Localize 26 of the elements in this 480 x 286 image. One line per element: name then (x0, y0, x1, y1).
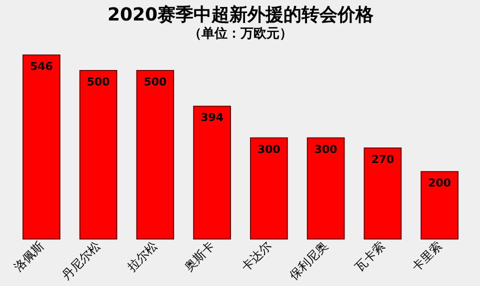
bar (250, 137, 288, 240)
bar (193, 106, 231, 240)
data-label: 200 (428, 176, 452, 190)
x-tick-label: 丹尼尔松 (59, 238, 104, 282)
bar (420, 171, 458, 240)
x-tick-label: 洛佩斯 (11, 238, 46, 274)
x-tick-label: 保利尼奥 (286, 238, 331, 282)
bar (22, 54, 60, 240)
x-tick-label: 卡达尔 (238, 238, 274, 274)
bar (79, 70, 118, 240)
x-tick-label: 拉尔松 (124, 238, 160, 274)
x-tick-label: 奥斯卡 (182, 238, 218, 274)
x-tick-label: 卡里索 (409, 238, 445, 274)
data-label: 394 (200, 111, 224, 124)
data-label: 300 (314, 142, 338, 156)
data-label: 270 (371, 153, 395, 166)
chart-subtitle: （单位：万欧元） (188, 26, 292, 42)
bar (136, 70, 174, 240)
data-label: 546 (30, 60, 54, 73)
bar (364, 148, 402, 240)
x-tick-label: 瓦卡索 (352, 238, 388, 274)
chart-title: 2020赛季中超新外援的转会价格 (107, 4, 375, 26)
data-label: 500 (86, 76, 110, 88)
data-label: 500 (144, 76, 168, 88)
data-label: 300 (257, 142, 281, 156)
bar (306, 137, 345, 240)
